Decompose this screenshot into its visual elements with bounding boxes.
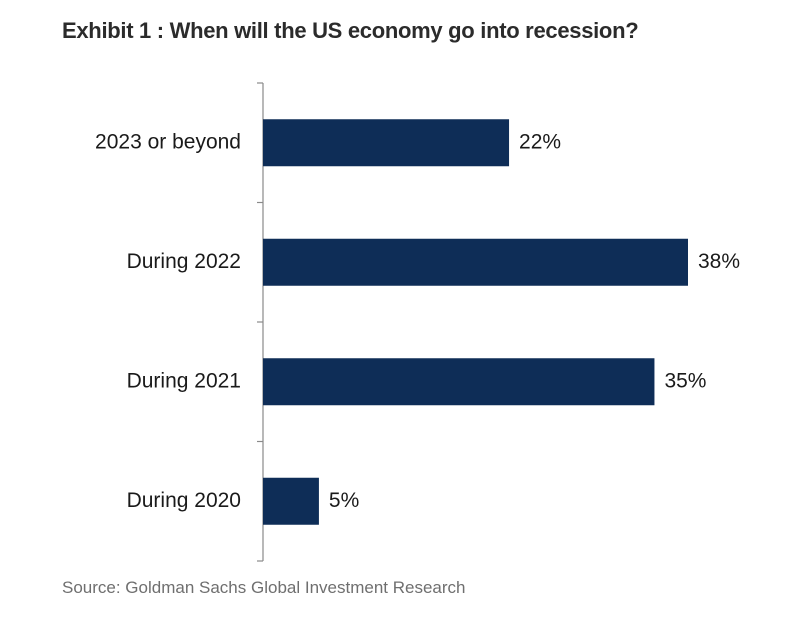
value-label: 5% — [329, 489, 359, 512]
labels-layer: 2023 or beyond 22% During 2022 38% During 20… — [95, 130, 740, 512]
bar-2023-or-beyond — [263, 119, 510, 167]
bars-layer — [263, 119, 688, 525]
category-label: During 2021 — [127, 369, 241, 392]
source-note: Source: Goldman Sachs Global Investment … — [62, 578, 466, 597]
bar-during-2021 — [263, 358, 655, 406]
category-label: During 2022 — [127, 250, 241, 273]
bar-during-2020 — [263, 477, 319, 525]
bar-during-2022 — [263, 238, 688, 286]
value-label: 35% — [664, 369, 706, 392]
value-label: 22% — [519, 130, 561, 153]
chart-title: Exhibit 1 : When will the US economy go … — [62, 18, 639, 43]
axis-layer — [257, 82, 264, 562]
value-label: 38% — [698, 250, 740, 273]
category-label: During 2020 — [127, 489, 241, 512]
category-label: 2023 or beyond — [95, 130, 241, 153]
